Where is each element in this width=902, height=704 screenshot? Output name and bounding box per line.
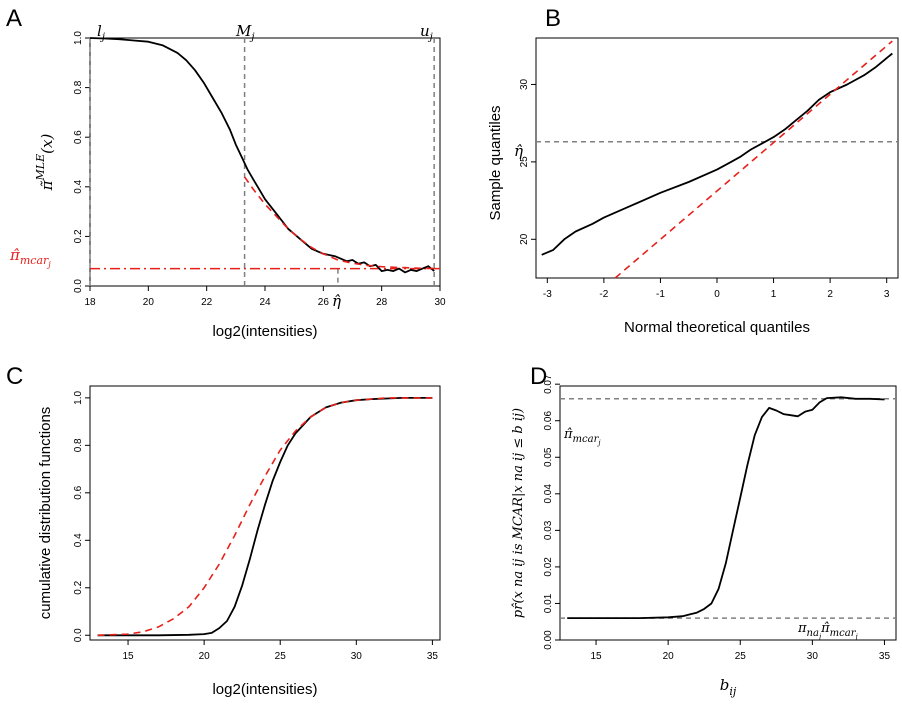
y-tick-label: 30 bbox=[519, 78, 530, 90]
panel-d: D 0.00 0.01 0.02 0.03 0.04 0.05 0.06 0.07 15 20 2… bbox=[511, 363, 897, 698]
y-tick-label: 1.0 bbox=[73, 390, 84, 404]
panel-b-y-axis-label: Sample quantiles bbox=[487, 105, 504, 220]
panel-d-pi-mcar-label: π̂mcarj bbox=[563, 427, 601, 447]
panel-c-series bbox=[97, 396, 433, 637]
y-tick-label: 0.01 bbox=[543, 593, 554, 613]
x-tick-label: 20 bbox=[199, 651, 211, 662]
panel-b-eta-label: η̂ bbox=[514, 142, 523, 160]
panel-c-y-ticks: 0.0 0.2 0.4 0.6 0.8 1.0 bbox=[73, 390, 90, 642]
panel-c: C 0.0 0.2 0.4 0.6 0.8 1.0 15 20 25 30 35 log2(int… bbox=[6, 363, 441, 698]
x-tick-label: 25 bbox=[735, 651, 747, 662]
y-tick-label: 0.06 bbox=[543, 411, 554, 431]
fitted-curve-series bbox=[614, 40, 893, 279]
panel-a-lj-label: lj bbox=[97, 22, 105, 43]
y-tick-label: 0.04 bbox=[543, 484, 554, 504]
panel-b-label: B bbox=[545, 5, 561, 32]
x-tick-label: 0 bbox=[714, 289, 720, 300]
y-tick-label: 0.0 bbox=[73, 628, 84, 642]
y-tick-label: 0.8 bbox=[73, 438, 84, 452]
y-tick-label: 20 bbox=[519, 233, 530, 245]
y-tick-label: 0.4 bbox=[73, 179, 84, 193]
panel-d-label: D bbox=[530, 363, 547, 390]
observed-curve-series bbox=[97, 396, 433, 637]
panel-b-x-ticks: -3 -2 -1 0 1 2 3 bbox=[543, 278, 890, 300]
x-tick-label: -3 bbox=[543, 289, 552, 300]
y-tick-label: 0.02 bbox=[543, 557, 554, 577]
x-tick-label: -1 bbox=[656, 289, 665, 300]
panel-a-pi-mcar-label: π̂mcarj bbox=[9, 246, 51, 269]
panel-a-plot-frame bbox=[89, 37, 441, 287]
panel-d-x-ticks: 15 20 25 30 35 bbox=[590, 640, 890, 662]
panel-a-y-ticks: 0.0 0.2 0.4 0.6 0.8 1.0 bbox=[73, 31, 90, 293]
x-tick-label: 3 bbox=[884, 289, 890, 300]
x-tick-label: 26 bbox=[318, 297, 330, 308]
x-tick-label: 30 bbox=[434, 297, 446, 308]
panel-a-eta-label: η̂ bbox=[332, 292, 341, 310]
panel-b-x-axis-label: Normal theoretical quantiles bbox=[624, 319, 810, 336]
panel-b-y-ticks: 20 25 30 bbox=[519, 78, 536, 245]
x-tick-label: 35 bbox=[427, 651, 439, 662]
panel-d-guides bbox=[560, 398, 896, 619]
y-tick-label: 0.00 bbox=[543, 630, 554, 650]
panel-c-y-axis-label: cumulative distribution functions bbox=[37, 407, 54, 620]
x-tick-label: 1 bbox=[771, 289, 777, 300]
fitted-curve-series bbox=[97, 397, 433, 637]
x-tick-label: 15 bbox=[590, 651, 602, 662]
observed-curve-series bbox=[89, 37, 435, 274]
y-tick-label: 0.2 bbox=[73, 580, 84, 594]
y-tick-label: 0.0 bbox=[73, 279, 84, 293]
panel-a-y-axis-label: π̃MLE(x) bbox=[34, 134, 56, 192]
x-tick-label: -2 bbox=[599, 289, 608, 300]
x-tick-label: 25 bbox=[275, 651, 287, 662]
x-tick-label: 35 bbox=[879, 651, 891, 662]
panel-d-plot-frame bbox=[559, 385, 897, 641]
fitted-curve-series bbox=[243, 176, 435, 270]
x-tick-label: 30 bbox=[807, 651, 819, 662]
y-tick-label: 1.0 bbox=[73, 31, 84, 45]
panel-a-mj-label: Mj bbox=[235, 22, 254, 43]
x-tick-label: 20 bbox=[143, 297, 155, 308]
x-tick-label: 2 bbox=[827, 289, 833, 300]
panel-d-series bbox=[567, 396, 885, 619]
panel-a-label: A bbox=[6, 5, 22, 32]
panel-a: A 0.0 0.2 0.4 0.6 0.8 1.0 18 20 22 24 26 28 30 lj M… bbox=[6, 5, 446, 340]
panel-a-guides bbox=[89, 38, 440, 286]
x-tick-label: 15 bbox=[122, 651, 134, 662]
x-tick-label: 22 bbox=[201, 297, 213, 308]
panel-d-y-ticks: 0.00 0.01 0.02 0.03 0.04 0.05 0.06 0.07 bbox=[543, 374, 560, 650]
panel-a-series bbox=[89, 37, 435, 274]
y-tick-label: 0.6 bbox=[73, 130, 84, 144]
x-tick-label: 24 bbox=[259, 297, 271, 308]
y-tick-label: 0.2 bbox=[73, 229, 84, 243]
y-tick-label: 0.8 bbox=[73, 80, 84, 94]
y-tick-label: 0.07 bbox=[543, 374, 554, 394]
panel-c-label: C bbox=[6, 363, 23, 390]
y-tick-label: 25 bbox=[519, 156, 530, 168]
panel-c-plot-frame bbox=[89, 385, 441, 641]
panel-a-x-ticks: 18 20 22 24 26 28 30 bbox=[84, 286, 446, 308]
x-tick-label: 18 bbox=[84, 297, 96, 308]
y-tick-label: 0.03 bbox=[543, 520, 554, 540]
panel-d-x-axis-label: bij bbox=[720, 676, 737, 698]
y-tick-label: 0.6 bbox=[73, 485, 84, 499]
x-tick-label: 30 bbox=[351, 651, 363, 662]
panel-a-uj-label: uj bbox=[420, 22, 433, 43]
observed-curve-series bbox=[567, 396, 885, 619]
panel-c-x-axis-label: log2(intensities) bbox=[212, 681, 317, 698]
panel-b-plot-frame bbox=[535, 37, 899, 279]
panel-b: B 20 25 30 -3 -2 -1 0 1 2 3 η̂ Normal theoretica… bbox=[487, 5, 899, 336]
panel-c-x-ticks: 15 20 25 30 35 bbox=[122, 640, 438, 662]
panel-d-pi-na-label: πnajπ̂mcarj bbox=[797, 621, 859, 641]
x-tick-label: 20 bbox=[663, 651, 675, 662]
panel-b-series bbox=[541, 40, 893, 279]
panel-d-y-axis-label: pr̂(x na ij is MCAR|x na ij ≤ b ij) bbox=[511, 408, 526, 618]
observed-curve-series bbox=[541, 52, 893, 256]
x-tick-label: 28 bbox=[376, 297, 388, 308]
panel-a-x-axis-label: log2(intensities) bbox=[212, 323, 317, 340]
y-tick-label: 0.4 bbox=[73, 533, 84, 547]
y-tick-label: 0.05 bbox=[543, 447, 554, 467]
